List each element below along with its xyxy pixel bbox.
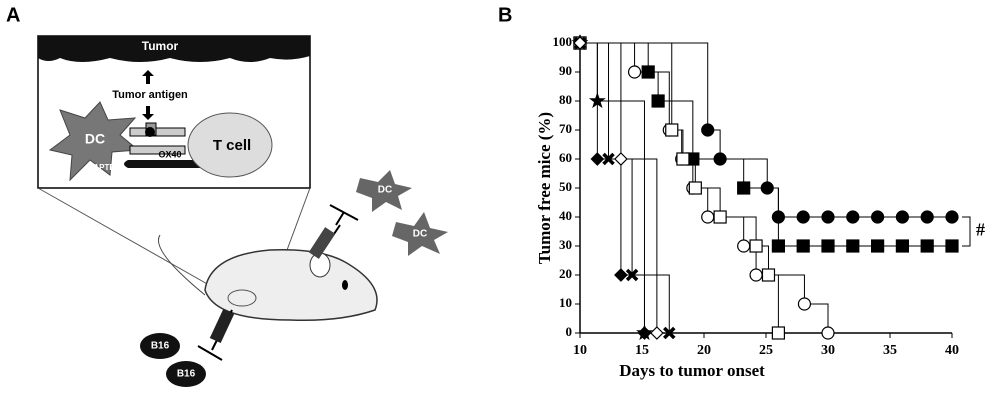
ox40-label: OX40 — [158, 149, 181, 159]
marker — [614, 152, 628, 166]
dc-cell — [48, 101, 140, 182]
survival-line — [580, 42, 645, 333]
tail — [158, 234, 206, 296]
syringe-barrel — [308, 227, 336, 259]
marker — [665, 123, 679, 137]
receptor — [129, 145, 186, 155]
x-tick-label: 30 — [821, 343, 835, 358]
marker — [688, 181, 702, 195]
y-tick-label: 90 — [559, 63, 572, 78]
dc-cell — [356, 170, 412, 212]
panel-label: A — [6, 4, 20, 26]
marker — [625, 268, 639, 282]
site — [227, 289, 257, 307]
x-tick-label: 10 — [573, 343, 587, 358]
y-tick-label: 0 — [566, 324, 573, 339]
antigen-label: Tumor antigen — [112, 89, 188, 101]
marker — [797, 297, 812, 311]
marker — [663, 326, 676, 340]
marker — [737, 239, 751, 253]
marker — [761, 268, 776, 282]
marker — [821, 239, 835, 253]
dc-cell — [392, 212, 448, 256]
marker — [701, 123, 715, 137]
marker — [676, 152, 690, 166]
marker — [945, 210, 959, 224]
dc-label: DC — [378, 185, 392, 196]
annotation: # — [976, 220, 985, 240]
panel-label: B — [498, 4, 512, 26]
marker — [749, 268, 763, 282]
marker — [637, 326, 652, 340]
zoom-line — [37, 187, 233, 299]
marker — [701, 210, 715, 224]
marker — [614, 268, 628, 282]
syringe-barrel — [209, 308, 235, 344]
x-tick-label: 40 — [945, 343, 959, 358]
y-tick-label: 100 — [553, 34, 573, 49]
marker — [920, 210, 934, 224]
y-tick-label: 70 — [559, 121, 572, 136]
ox40-bond — [124, 160, 200, 168]
survival-line — [580, 42, 670, 333]
tcell-label: T cell — [213, 137, 251, 154]
marker — [749, 239, 763, 253]
marker — [796, 239, 810, 253]
marker — [590, 152, 605, 166]
b16-cell — [166, 361, 206, 387]
y-tick-label: 30 — [559, 237, 572, 252]
marker — [945, 239, 959, 253]
rapter-label: RAPTER — [88, 163, 121, 172]
y-tick-label: 50 — [559, 179, 572, 194]
tumor-label: Tumor — [142, 39, 179, 53]
marker — [796, 210, 810, 224]
receptor — [129, 127, 186, 137]
t-cell — [187, 112, 273, 178]
ligand — [145, 127, 155, 137]
dc-label: DC — [85, 131, 105, 147]
marker — [870, 239, 885, 253]
marker — [627, 65, 642, 79]
marker — [846, 210, 860, 224]
survival-line — [580, 42, 658, 333]
y-axis-label: Tumor free mice (%) — [535, 112, 554, 264]
marker — [821, 326, 835, 340]
b16-label: B16 — [151, 341, 170, 352]
x-tick-label: 20 — [697, 343, 711, 358]
marker — [602, 152, 615, 166]
marker — [737, 181, 751, 195]
b16-label: B16 — [177, 369, 196, 380]
bracket — [962, 216, 971, 247]
y-tick-label: 80 — [559, 92, 572, 107]
arrows — [142, 70, 154, 120]
b16-cell — [140, 333, 180, 359]
mouse — [204, 249, 378, 322]
marker — [650, 326, 664, 340]
y-tick-label: 60 — [559, 150, 572, 165]
marker — [771, 326, 786, 340]
marker — [920, 239, 934, 253]
y-tick-label: 20 — [559, 266, 572, 281]
x-tick-label: 15 — [635, 343, 649, 358]
tumor — [38, 36, 310, 62]
marker — [870, 210, 885, 224]
survival-line — [580, 42, 645, 333]
y-tick-label: 40 — [559, 208, 572, 223]
panel-a: A Tumor Tumor antigen DC T cell OX40 RAP… — [6, 4, 448, 387]
x-tick-label: 25 — [759, 343, 773, 358]
dc-label: DC — [413, 229, 427, 240]
x-tick-label: 35 — [883, 343, 897, 358]
marker — [895, 239, 910, 253]
marker — [651, 94, 665, 108]
eye — [342, 280, 348, 290]
y-tick-label: 10 — [559, 295, 572, 310]
marker — [771, 239, 786, 253]
marker — [821, 210, 835, 224]
marker — [846, 239, 860, 253]
x-axis-label: Days to tumor onset — [619, 361, 765, 380]
marker — [895, 210, 910, 224]
marker — [573, 36, 587, 50]
marker — [713, 210, 727, 224]
